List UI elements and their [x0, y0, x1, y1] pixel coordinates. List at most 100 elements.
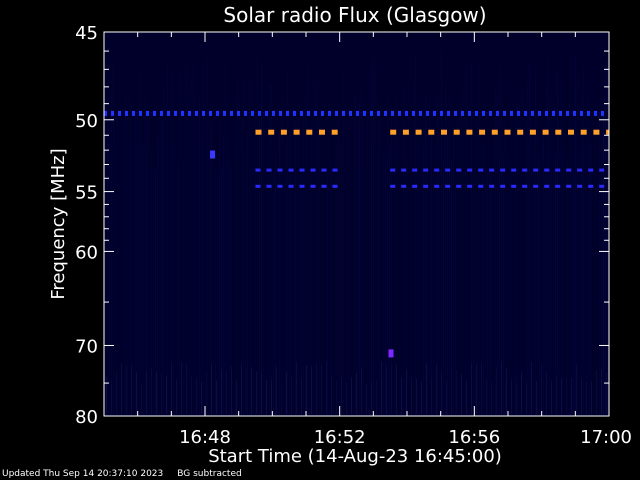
feature-band-segment	[587, 110, 590, 116]
feature-band-segment	[244, 110, 247, 116]
feature-band-segment	[398, 110, 401, 116]
noise-streak	[386, 366, 387, 414]
feature-band-segment	[423, 168, 429, 172]
noise-streak	[559, 155, 560, 416]
noise-streak	[603, 116, 604, 416]
noise-streak	[369, 143, 370, 416]
noise-streak	[519, 68, 520, 417]
noise-streak	[289, 133, 290, 416]
noise-streak	[175, 145, 176, 416]
feature-band-segment	[307, 110, 310, 116]
noise-streak	[385, 155, 386, 416]
noise-streak	[165, 101, 166, 416]
noise-streak	[431, 130, 432, 416]
noise-streak	[153, 152, 154, 416]
feature-band-segment	[466, 129, 473, 135]
noise-streak	[181, 361, 182, 414]
noise-streak	[329, 51, 330, 417]
noise-streak	[565, 153, 566, 416]
noise-streak	[181, 54, 182, 416]
noise-streak	[485, 139, 486, 416]
noise-streak	[217, 174, 218, 416]
feature-band-segment	[255, 129, 262, 135]
noise-streak	[439, 95, 440, 417]
noise-streak	[511, 379, 512, 414]
noise-streak	[309, 175, 310, 416]
feature-band-segment	[511, 184, 517, 188]
noise-streak	[455, 177, 456, 416]
noise-streak	[537, 108, 538, 417]
feature-band-segment	[568, 129, 574, 135]
noise-streak	[119, 171, 120, 416]
noise-streak	[283, 169, 284, 416]
feature-band-segment	[423, 184, 429, 188]
feature-band-segment	[293, 110, 296, 116]
noise-streak	[201, 136, 202, 417]
noise-streak	[121, 363, 122, 414]
feature-band-segment	[306, 129, 313, 135]
noise-streak	[447, 127, 448, 417]
noise-streak	[131, 365, 132, 414]
noise-streak	[601, 147, 602, 416]
noise-streak	[116, 372, 117, 414]
noise-streak	[527, 82, 528, 416]
noise-streak	[161, 372, 162, 414]
feature-band-segment	[478, 184, 484, 188]
feature-band-segment	[216, 110, 219, 116]
noise-streak	[263, 105, 264, 416]
feature-band-segment	[332, 168, 338, 172]
noise-streak	[271, 84, 272, 416]
noise-streak	[253, 74, 254, 416]
noise-streak	[176, 379, 177, 414]
noise-streak	[131, 100, 132, 416]
feature-band-segment	[599, 184, 605, 188]
noise-streak	[221, 369, 222, 414]
noise-streak	[121, 112, 122, 417]
noise-streak	[297, 104, 298, 416]
noise-streak	[401, 175, 402, 416]
feature-band-segment	[445, 184, 451, 188]
feature-band-segment	[356, 110, 359, 116]
noise-streak	[591, 381, 592, 414]
y-tick-label: 80	[75, 407, 98, 428]
noise-streak	[261, 373, 262, 414]
feature-band-segment	[390, 129, 397, 135]
feature-band-segment	[146, 110, 149, 116]
noise-streak	[596, 370, 597, 414]
feature-band-segment	[555, 129, 562, 135]
feature-band-segment	[580, 110, 583, 116]
noise-streak	[233, 102, 234, 417]
noise-streak	[355, 95, 356, 416]
noise-streak	[499, 65, 500, 416]
noise-streak	[567, 158, 568, 416]
feature-band-segment	[559, 110, 562, 116]
noise-streak	[326, 361, 327, 414]
noise-streak	[489, 164, 490, 416]
noise-streak	[216, 380, 217, 414]
noise-streak	[339, 131, 340, 417]
chart-title: Solar radio Flux (Glasgow)	[223, 3, 486, 27]
noise-streak	[266, 379, 267, 414]
noise-streak	[441, 51, 442, 416]
feature-band-segment	[555, 168, 561, 172]
noise-streak	[367, 109, 368, 416]
noise-streak	[321, 364, 322, 414]
noise-streak	[556, 375, 557, 414]
feature-band-segment	[286, 110, 289, 116]
noise-streak	[501, 361, 502, 414]
noise-streak	[573, 172, 574, 416]
noise-streak	[443, 159, 444, 416]
feature-band-segment	[390, 168, 396, 172]
noise-streak	[551, 380, 552, 414]
feature-band-segment	[544, 168, 550, 172]
noise-streak	[109, 164, 110, 416]
noise-streak	[229, 153, 230, 416]
noise-streak	[415, 53, 416, 417]
feature-band-segment	[370, 110, 373, 116]
noise-streak	[466, 381, 467, 414]
noise-streak	[411, 138, 412, 416]
noise-streak	[403, 85, 404, 416]
noise-streak	[231, 165, 232, 416]
feature-band-segment	[111, 110, 114, 116]
